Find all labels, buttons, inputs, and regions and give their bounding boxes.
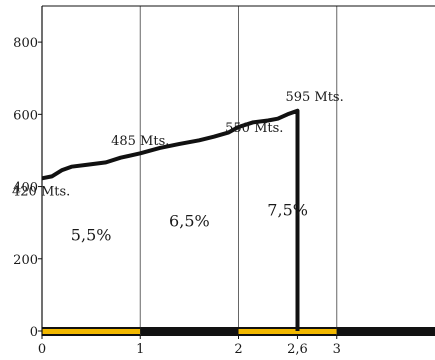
x-tick-label: 3 [333, 342, 341, 357]
segment-bar-fill [336, 329, 435, 334]
segment-bar-fill [140, 329, 239, 334]
profile-line-layer [41, 108, 300, 331]
segment-grade-label: 7,5% [267, 200, 308, 219]
segment-grade-label: 5,5% [71, 226, 112, 245]
y-tick-label: 200 [13, 253, 38, 268]
x-tick-label: 2 [234, 342, 242, 357]
y-tick-label: 0 [30, 325, 38, 340]
y-tick-label: 600 [13, 108, 38, 123]
y-tick-label: 800 [13, 36, 38, 51]
x-tick-label: 0 [38, 342, 46, 357]
elevation-annotation: 595 Mts. [285, 90, 343, 105]
segment-grade-label: 6,5% [169, 211, 210, 230]
x-tick-label: 2,6 [287, 342, 308, 357]
elevation-annotation: 485 Mts. [111, 134, 169, 149]
segment-bar-fill [238, 329, 337, 334]
y-tick-label: 400 [13, 181, 38, 196]
segment-bar [42, 327, 435, 336]
labels-layer: 0 200 400 600 800 5,5% 6,5% 7,5% 0 1 2 2,6 3 420 Mts.… [12, 36, 344, 357]
x-tick-label: 1 [136, 342, 144, 357]
elevation-annotation: 550 Mts. [225, 121, 283, 136]
segment-bar-fill [42, 329, 141, 334]
elevation-line [41, 108, 300, 331]
axes [38, 5, 435, 339]
elevation-annotation: 420 Mts. [12, 185, 70, 200]
grid-layer [139, 6, 338, 331]
